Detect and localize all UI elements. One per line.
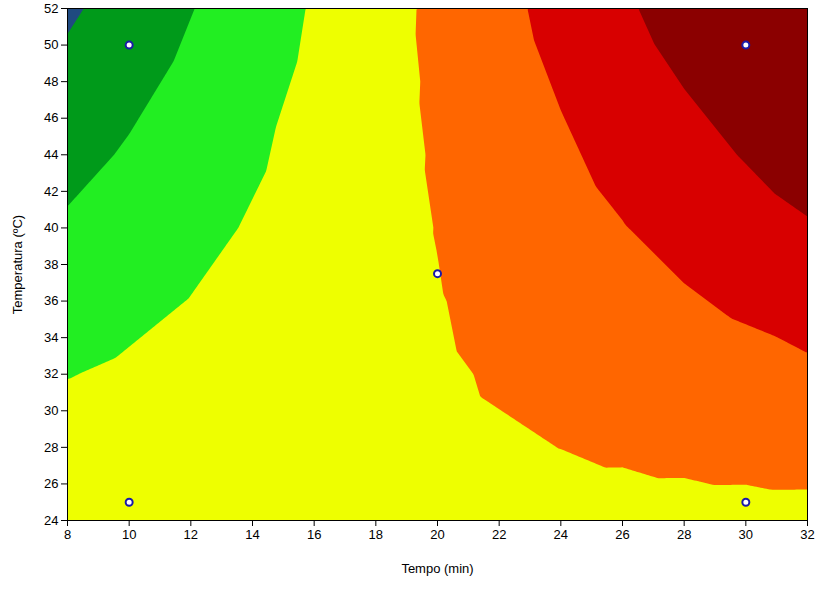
svg-text:14: 14 <box>245 527 259 542</box>
svg-text:28: 28 <box>44 440 58 455</box>
svg-text:30: 30 <box>739 527 753 542</box>
svg-text:38: 38 <box>44 257 58 272</box>
svg-text:16: 16 <box>307 527 321 542</box>
svg-text:46: 46 <box>44 110 58 125</box>
svg-text:34: 34 <box>44 330 58 345</box>
svg-text:48: 48 <box>44 74 58 89</box>
svg-text:26: 26 <box>615 527 629 542</box>
svg-text:42: 42 <box>44 184 58 199</box>
svg-text:26: 26 <box>44 476 58 491</box>
svg-text:44: 44 <box>44 147 58 162</box>
svg-text:10: 10 <box>122 527 136 542</box>
svg-text:40: 40 <box>44 220 58 235</box>
svg-text:30: 30 <box>44 403 58 418</box>
svg-text:22: 22 <box>492 527 506 542</box>
svg-text:24: 24 <box>554 527 568 542</box>
svg-text:36: 36 <box>44 293 58 308</box>
svg-text:52: 52 <box>44 1 58 16</box>
svg-text:12: 12 <box>184 527 198 542</box>
svg-text:18: 18 <box>369 527 383 542</box>
svg-text:32: 32 <box>44 366 58 381</box>
svg-text:8: 8 <box>64 527 71 542</box>
svg-text:32: 32 <box>800 527 814 542</box>
svg-text:50: 50 <box>44 37 58 52</box>
svg-text:28: 28 <box>677 527 691 542</box>
svg-text:24: 24 <box>44 513 58 528</box>
svg-text:20: 20 <box>430 527 444 542</box>
svg-text:Temperatura (ºC): Temperatura (ºC) <box>10 215 25 314</box>
svg-text:Tempo (min): Tempo (min) <box>401 561 473 576</box>
